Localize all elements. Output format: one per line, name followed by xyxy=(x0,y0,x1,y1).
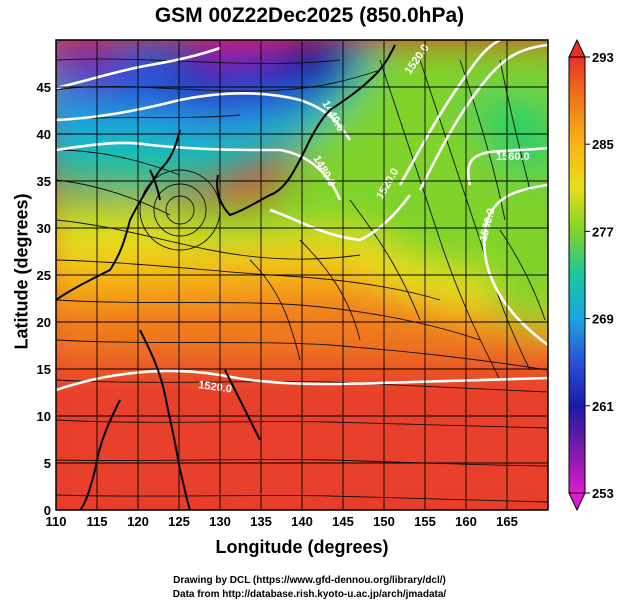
lat-lon-grid xyxy=(56,40,548,510)
plot-frame xyxy=(55,39,549,511)
y-tick-label: 45 xyxy=(37,80,51,95)
y-tick-label: 40 xyxy=(37,127,51,142)
y-tick-label: 15 xyxy=(37,362,51,377)
credit-data: Data from http://database.rish.kyoto-u.a… xyxy=(172,589,447,600)
x-tick-label: 140 xyxy=(291,514,313,529)
page-title: GSM 00Z22Dec2025 (850.0hPa) xyxy=(154,4,465,27)
y-axis-ticks: 0 5 10 15 20 25 30 35 40 45 xyxy=(37,80,51,518)
credit-drawing: Drawing by DCL (https://www.gfd-dennou.o… xyxy=(173,575,446,586)
colorbar: 293 285 277 269 261 253 xyxy=(568,38,614,512)
x-tick-label: 120 xyxy=(127,514,149,529)
x-tick-label: 155 xyxy=(414,514,436,529)
y-tick-label: 35 xyxy=(37,174,51,189)
x-tick-label: 150 xyxy=(373,514,395,529)
x-tick-label: 130 xyxy=(209,514,231,529)
colorbar-label: 253 xyxy=(592,486,614,501)
y-tick-label: 20 xyxy=(37,315,51,330)
contour-label: 1560.0 xyxy=(496,151,530,163)
y-tick-label: 0 xyxy=(44,503,51,518)
x-tick-label: 160 xyxy=(455,514,477,529)
x-tick-label: 165 xyxy=(496,514,518,529)
x-tick-label: 110 xyxy=(46,514,67,529)
x-tick-label: 135 xyxy=(250,514,272,529)
x-tick-label: 115 xyxy=(87,514,108,529)
y-tick-label: 10 xyxy=(37,409,51,424)
y-tick-label: 5 xyxy=(44,456,51,471)
x-tick-label: 145 xyxy=(332,514,354,529)
x-axis-ticks: 110 115 120 125 130 135 140 145 150 155 160 165 xyxy=(46,514,518,529)
y-axis-label: Latitude (degrees) xyxy=(11,193,32,350)
x-axis-label: Longitude (degrees) xyxy=(215,537,389,557)
coastlines xyxy=(56,44,396,510)
x-tick-label: 125 xyxy=(168,514,190,529)
y-tick-label: 25 xyxy=(37,268,51,283)
colorbar-top-arrow xyxy=(568,38,586,58)
colorbar-bottom-arrow xyxy=(568,492,586,512)
wind-streamlines xyxy=(56,58,548,503)
colorbar-scale xyxy=(568,56,586,494)
colorbar-label: 261 xyxy=(592,399,614,414)
colorbar-label: 269 xyxy=(592,312,614,327)
y-tick-label: 30 xyxy=(37,221,51,236)
colorbar-label: 285 xyxy=(592,137,614,152)
colorbar-label: 293 xyxy=(592,50,614,65)
geopotential-contours xyxy=(56,40,548,392)
colorbar-label: 277 xyxy=(592,224,614,239)
contour-label: 1520.0 xyxy=(198,379,233,396)
